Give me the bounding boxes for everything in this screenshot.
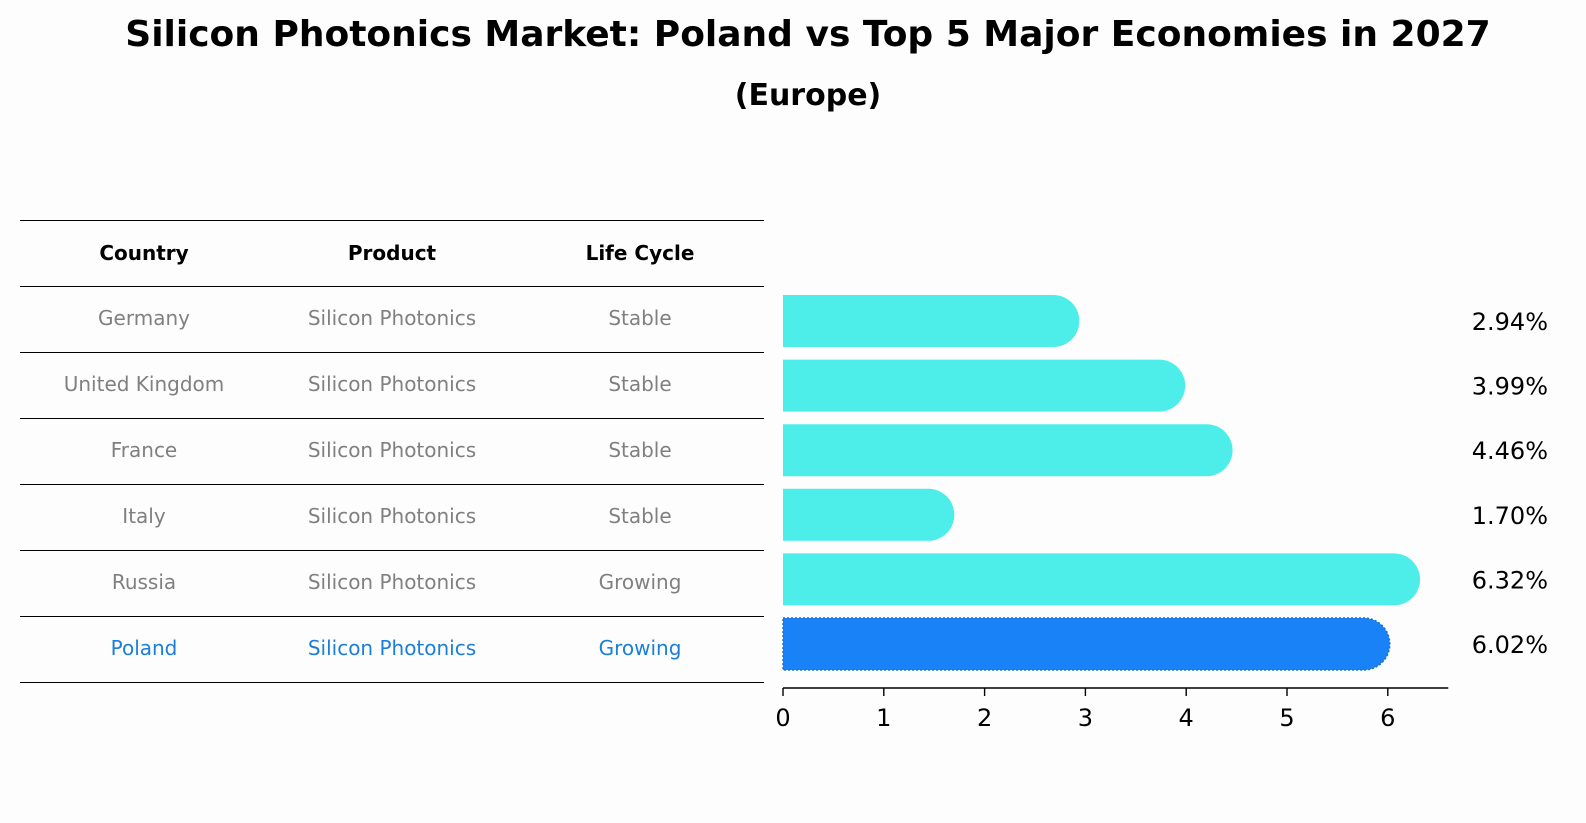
table-divider <box>20 220 764 221</box>
value-label: 6.02% <box>1472 631 1548 659</box>
country-cell: Russia <box>111 570 177 594</box>
product-cell: Silicon Photonics <box>307 636 477 660</box>
product-cell: Silicon Photonics <box>307 438 477 462</box>
x-tick-label: 4 <box>1179 704 1194 732</box>
life-cycle-cell: Stable <box>608 504 672 528</box>
header-product: Product <box>347 241 437 265</box>
value-label: 1.70% <box>1472 502 1548 530</box>
table-divider <box>20 550 764 551</box>
table-divider <box>20 286 764 287</box>
life-cycle-cell: Growing <box>598 570 682 594</box>
bar-france <box>783 424 1233 477</box>
x-tick-label: 5 <box>1279 704 1294 732</box>
x-tick-label: 1 <box>876 704 891 732</box>
bar-germany <box>783 295 1080 347</box>
life-cycle-cell: Stable <box>608 372 672 396</box>
product-cell: Silicon Photonics <box>307 306 477 330</box>
x-tick-label: 6 <box>1380 704 1395 732</box>
x-tick-label: 3 <box>1078 704 1093 732</box>
country-cell: Germany <box>98 306 190 330</box>
table-divider <box>20 682 764 683</box>
table-divider <box>20 616 764 617</box>
x-tick-label: 2 <box>977 704 992 732</box>
table-divider <box>20 418 764 419</box>
x-tick-label: 0 <box>775 704 790 732</box>
product-cell: Silicon Photonics <box>307 504 477 528</box>
header-country: Country <box>99 241 189 265</box>
value-label: 3.99% <box>1472 373 1548 401</box>
chart-title: Silicon Photonics Market: Poland vs Top … <box>125 14 1491 55</box>
bar-italy <box>783 488 955 541</box>
bar-russia <box>783 553 1421 606</box>
chart-subtitle: (Europe) <box>734 78 882 113</box>
value-label: 2.94% <box>1472 308 1548 336</box>
country-cell: Poland <box>110 636 178 660</box>
value-label: 4.46% <box>1472 437 1548 465</box>
bar-poland <box>782 617 1391 671</box>
product-cell: Silicon Photonics <box>307 570 477 594</box>
life-cycle-cell: Stable <box>608 438 672 462</box>
life-cycle-cell: Stable <box>608 306 672 330</box>
country-cell: United Kingdom <box>63 372 225 396</box>
country-cell: Italy <box>122 504 166 528</box>
country-cell: France <box>110 438 178 462</box>
bar-united-kingdom <box>783 359 1186 412</box>
product-cell: Silicon Photonics <box>307 372 477 396</box>
value-label: 6.32% <box>1472 566 1548 594</box>
table-divider <box>20 352 764 353</box>
table-divider <box>20 484 764 485</box>
header-life-cycle: Life Cycle <box>585 241 695 265</box>
life-cycle-cell: Growing <box>598 636 682 660</box>
